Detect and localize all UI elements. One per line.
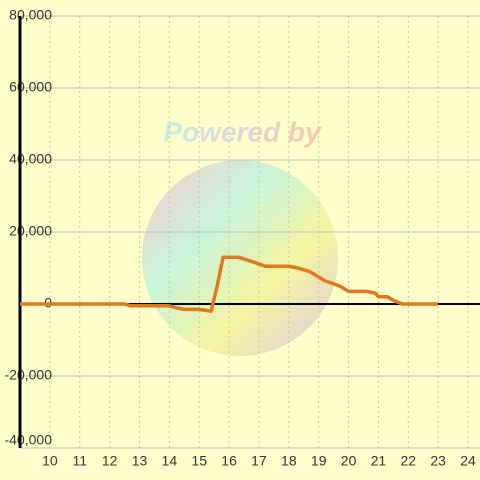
x-tick-label: 11 [72, 453, 87, 469]
x-tick-label: 18 [281, 453, 297, 469]
x-tick-label: 23 [430, 453, 446, 469]
x-tick-label: 13 [132, 453, 148, 469]
x-tick-label: 19 [311, 453, 327, 469]
x-tick-label: 10 [42, 453, 58, 469]
y-tick-label: -20,000 [5, 367, 53, 383]
x-tick-label: 21 [371, 453, 387, 469]
x-tick-label: 20 [341, 453, 357, 469]
y-tick-label: 80,000 [9, 7, 52, 23]
data-line [20, 255, 439, 313]
x-tick-label: 12 [102, 453, 118, 469]
x-tick-label: 15 [191, 453, 207, 469]
y-tick-label: -40,000 [5, 432, 53, 448]
x-tick-label: 24 [460, 453, 476, 469]
x-tick-label: 17 [251, 453, 267, 469]
watermark: Powered by [163, 116, 322, 147]
y-tick-label: 20,000 [9, 223, 52, 239]
x-tick-label: 16 [221, 453, 237, 469]
x-tick-label: 14 [162, 453, 178, 469]
x-tick-label: 22 [401, 453, 417, 469]
y-tick-label: 40,000 [9, 151, 52, 167]
y-tick-label: 60,000 [9, 79, 52, 95]
